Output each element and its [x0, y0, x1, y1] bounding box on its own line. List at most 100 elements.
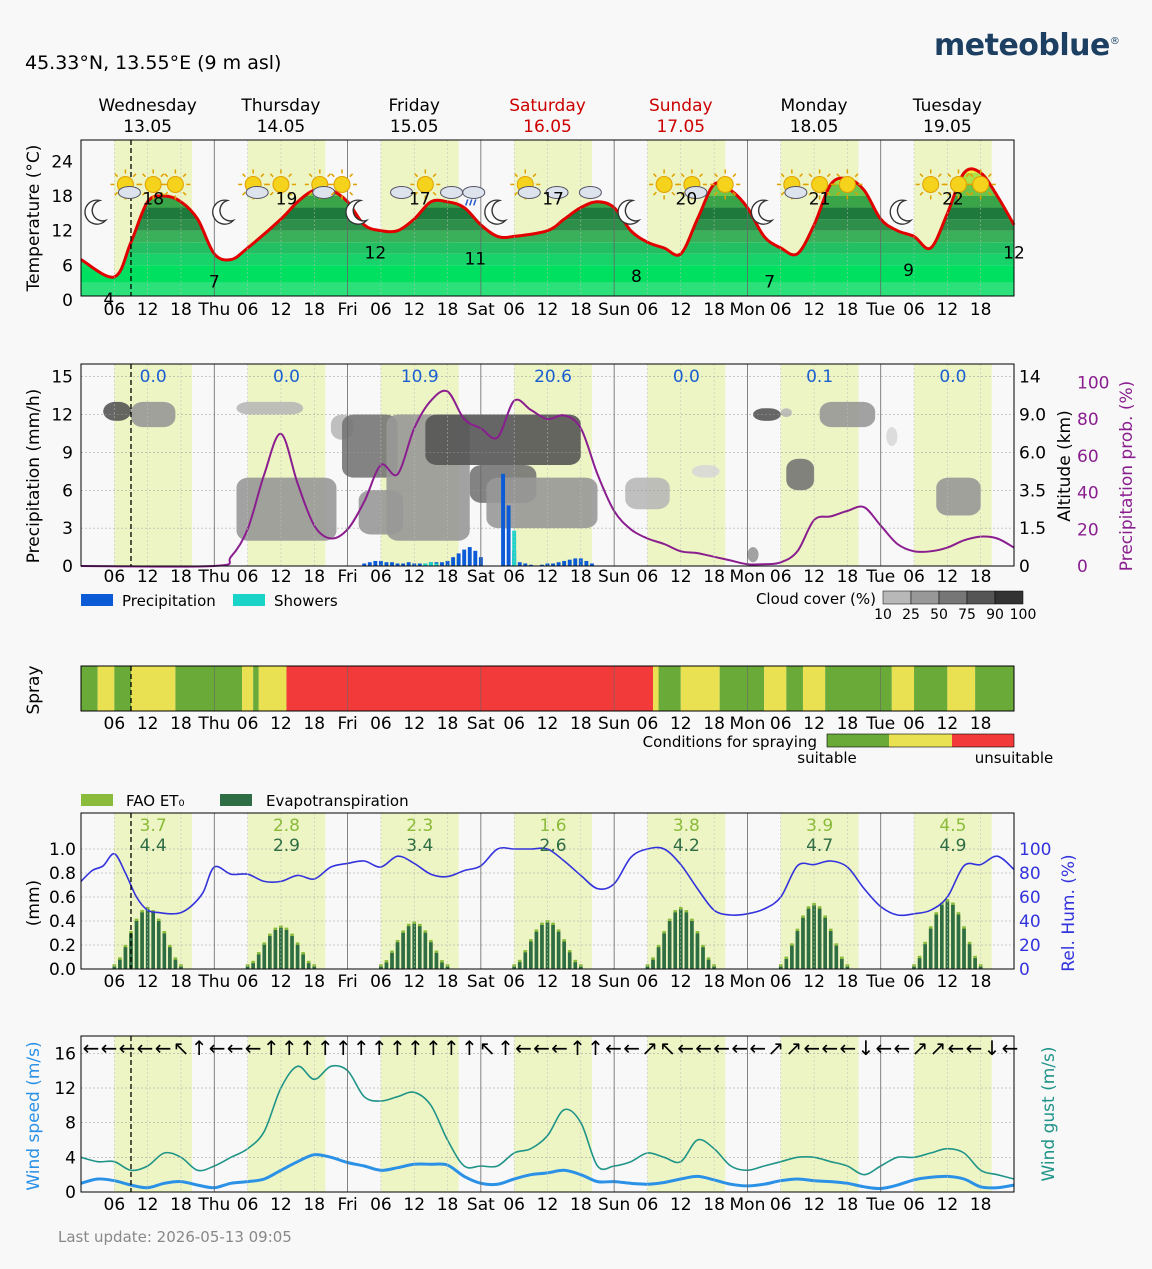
precipitation-tick-label: 12 — [670, 567, 692, 587]
evapo-daily-total: 4.4 — [140, 836, 167, 856]
fao-daily-total: 4.5 — [939, 816, 966, 836]
precipitation-bar — [395, 563, 400, 566]
spray-segment — [680, 666, 720, 711]
evapo-bar — [928, 928, 933, 969]
sun-disc — [838, 175, 856, 193]
evapo-daily-total: 2.6 — [540, 836, 567, 856]
wind-panel — [80, 1035, 1015, 1193]
wind-tick-label: 12 — [137, 1195, 159, 1215]
wind-direction-arrow: ← — [713, 1036, 730, 1060]
spray-tick-label: 12 — [803, 714, 825, 734]
sun-ray — [826, 191, 831, 196]
daily-precipitation-total: 0.0 — [273, 367, 300, 387]
evapo-bar — [523, 952, 528, 969]
evapotranspiration-tick-label: 12 — [670, 972, 692, 992]
cloud-shape — [784, 185, 808, 199]
day-date: 17.05 — [656, 117, 705, 137]
precipitation-bar — [517, 562, 522, 566]
evapo-bar — [534, 931, 539, 969]
sun-ray — [182, 173, 187, 178]
temperature-tick-label: 12 — [670, 300, 692, 320]
wind-tick-label: 0 — [65, 1183, 76, 1203]
precipitation-tick-label: 12 — [51, 406, 73, 426]
spray-axis-label: Spray — [24, 665, 44, 714]
daily-precipitation-total: 0.0 — [673, 367, 700, 387]
spray-segment — [253, 666, 259, 711]
temperature-tick-label: 06 — [237, 300, 259, 320]
daylight-band — [114, 364, 193, 566]
evapo-bar — [834, 945, 839, 969]
temperature-min-label: 11 — [464, 249, 486, 269]
evapotranspiration-tick-label: Thu — [197, 972, 230, 992]
spray-segment — [136, 666, 176, 711]
spray-segment — [286, 666, 654, 711]
sun-ray — [826, 173, 831, 178]
sun-ray — [652, 191, 657, 196]
sun-ray — [330, 191, 335, 196]
altitude-tick-label: 0 — [1019, 557, 1030, 577]
suncloud-icon — [676, 169, 708, 200]
cloud-cover-legend-swatch — [966, 590, 996, 605]
evapo-bar — [967, 944, 972, 969]
evapo-bar — [556, 931, 561, 969]
precipitation-tick-label: 18 — [570, 567, 592, 587]
temperature-band — [81, 253, 1014, 266]
sun-ray — [987, 191, 992, 196]
moon-icon — [84, 199, 109, 225]
precipitation-tick-label: 12 — [137, 567, 159, 587]
altitude-tick-label: 3.5 — [1019, 481, 1046, 501]
fao-daily-total: 2.3 — [406, 816, 433, 836]
wind-direction-arrow: ← — [1002, 1036, 1019, 1060]
sun-ray — [288, 191, 293, 196]
precipitation-bar — [362, 563, 367, 566]
temperature-tick-label: Mon — [730, 300, 766, 320]
sun-disc — [655, 175, 673, 193]
evapo-bar — [384, 962, 389, 969]
wind-tick-label: 06 — [370, 1195, 392, 1215]
wind-tick-label: 12 — [537, 1195, 559, 1215]
evapo-bar — [401, 932, 405, 969]
rain-icon — [462, 185, 486, 206]
sun-ray — [142, 173, 146, 178]
precipitation-bar — [540, 564, 544, 566]
evapotranspiration-tick-label: 12 — [270, 972, 292, 992]
suncloud-icon — [776, 169, 808, 200]
sun-ray — [808, 191, 813, 196]
suncloud-icon — [510, 169, 541, 200]
cloud-cover-legend-tick: 10 — [874, 607, 892, 623]
wind-gust-line — [80, 1064, 1015, 1180]
cloud-cover-legend-tick: 25 — [902, 607, 920, 623]
sun-icon — [160, 169, 191, 200]
sun-disc — [416, 175, 434, 193]
wind-direction-arrow: ← — [533, 1036, 550, 1060]
showers-bar — [428, 562, 433, 566]
evapo-bar — [684, 912, 689, 969]
spray-tick-label: Sun — [598, 714, 630, 734]
daylight-band — [514, 1036, 592, 1192]
sun-ray — [532, 173, 537, 178]
precipitation-panel — [80, 363, 1015, 568]
evapo-bar — [417, 926, 422, 969]
temperature-tick-label: Sun — [598, 300, 630, 320]
cloud-cover-patch — [103, 401, 131, 421]
wind-direction-arrow: ↖ — [479, 1036, 496, 1060]
sun-ray — [308, 173, 313, 178]
wind-direction-arrow: ← — [821, 1036, 838, 1060]
day-name: Thursday — [240, 96, 320, 116]
probability-tick-label: 40 — [1077, 484, 1099, 504]
evapo-bar — [678, 909, 683, 969]
spray-tick-label: 12 — [937, 714, 959, 734]
probability-tick-label: 0 — [1077, 557, 1088, 577]
evapo-bar — [151, 912, 156, 969]
sun-ray — [142, 191, 146, 196]
cloud-shape — [312, 185, 336, 199]
wind-tick-label: Fri — [337, 1195, 357, 1215]
sun-icon — [410, 169, 441, 200]
evapo-bar — [395, 942, 400, 969]
sun-ray — [114, 191, 119, 196]
spray-segment — [975, 666, 1014, 711]
evapo-bar — [845, 966, 850, 969]
spray-legend-swatch — [889, 734, 952, 747]
precipitation-tick-label: 06 — [104, 567, 126, 587]
evapo-bar — [251, 963, 255, 969]
